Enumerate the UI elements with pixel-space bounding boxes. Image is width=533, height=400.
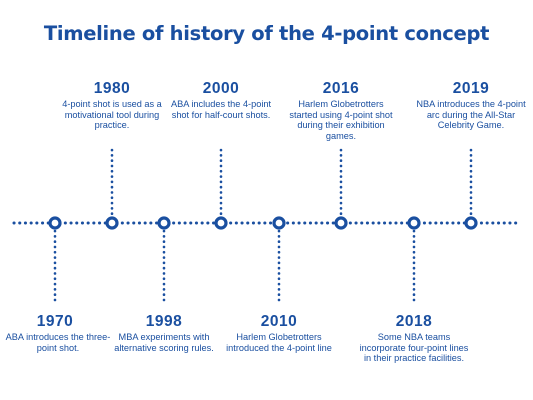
event-year: 1980 [93,80,131,97]
event-marker [272,216,286,230]
event-marker [105,216,119,230]
event-year: 2016 [322,80,360,97]
event-marker [464,216,478,230]
event-description: ABA introduces the three-point shot. [5,332,111,353]
event-year: 2019 [452,80,490,97]
event-marker [48,216,62,230]
event-description: MBA experiments with alternative scoring… [114,332,214,353]
event-description: Some NBA teams incorporate four-point li… [359,332,469,364]
event-description: Harlem Globetrotters introduced the 4-po… [226,332,332,353]
event-description: ABA includes the 4-point shot for half-c… [170,99,272,120]
event-description: Harlem Globetrotters started using 4-poi… [289,99,393,141]
event-description: 4-point shot is used as a motivational t… [62,99,162,131]
event-year: 2000 [202,80,240,97]
event-marker [157,216,171,230]
event-marker [407,216,421,230]
event-year: 1998 [145,313,183,330]
event-marker [334,216,348,230]
event-year: 2010 [260,313,298,330]
event-year: 1970 [36,313,74,330]
event-marker [214,216,228,230]
event-year: 2018 [395,313,433,330]
event-description: NBA introduces the 4-point arc during th… [416,99,526,131]
page-title: Timeline of history of the 4-point conce… [43,22,490,45]
